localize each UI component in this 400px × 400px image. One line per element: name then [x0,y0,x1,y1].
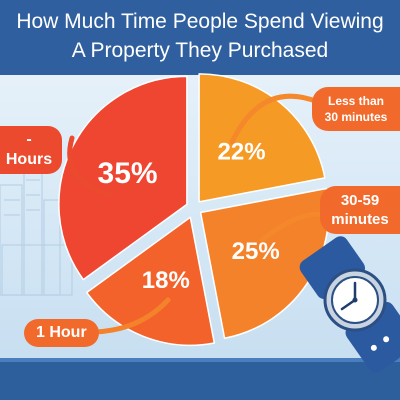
bottom-band-accent [0,358,400,364]
chart-title: How Much Time People Spend Viewing A Pro… [0,7,400,65]
wristwatch-icon [299,236,400,373]
slice-less-than-30 [198,73,326,203]
city-skyline [0,164,73,296]
slice-value-labels: 22% 25% 18% 35% [98,139,280,295]
callout-less-than-30: Less than 30 minutes [312,87,400,131]
bottom-band [0,362,400,400]
connector-1-hour [92,297,171,335]
callout-1-hour: 1 Hour [24,319,99,347]
callout-less-than-30-line-1: Less than [327,94,384,108]
slice-hours [58,75,188,281]
slice-hours-value-label: 35% [98,157,158,190]
callout-30-59-line-2: minutes [331,211,389,228]
slice-30-59-value-label: 25% [232,238,280,265]
callout-less-than-30-line-2: 30 minutes [324,110,388,124]
callout-1-hour-label: 1 Hour [36,324,87,341]
slice-1-hour-value-label: 18% [142,267,190,294]
callout-hours-label: - Hours [5,131,53,168]
slice-1-hour [86,216,216,347]
callout-30-59-line-1: 30-59 [340,192,380,209]
chart-title-line-2: A Property They Purchased [71,39,329,62]
slice-less-than-30-value-label: 22% [218,139,266,166]
callout-hours: - Hours [0,126,62,174]
chart-title-line-1: How Much Time People Spend Viewing [16,10,384,33]
connector-hours [67,135,113,198]
connector-less-than-30 [229,93,321,145]
header-band [0,0,400,75]
pie-slices [58,73,330,347]
callout-30-59: 30-59 minutes [320,186,400,234]
